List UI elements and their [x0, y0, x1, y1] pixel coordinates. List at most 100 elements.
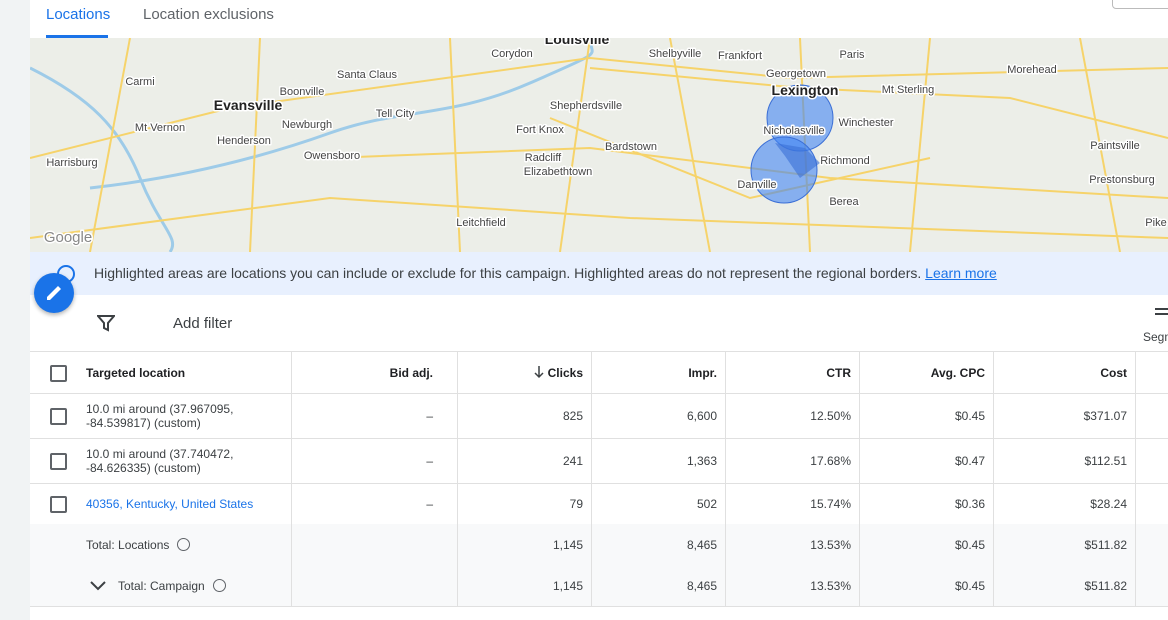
cell: 17.68%	[810, 453, 851, 468]
cell: $371.07	[1083, 408, 1127, 423]
sort-icon	[534, 366, 544, 379]
cell: –	[426, 496, 433, 511]
map-label: Santa Claus	[337, 69, 397, 81]
checkbox[interactable]	[50, 407, 67, 425]
location-name[interactable]: 40356, Kentucky, United States	[86, 496, 254, 511]
help-icon[interactable]	[213, 578, 226, 592]
cell: 79	[569, 496, 583, 511]
map-label: Owensboro	[304, 150, 360, 162]
map-label: Mt Sterling	[882, 84, 935, 96]
map-label: Frankfort	[718, 50, 762, 62]
column-divider	[1135, 352, 1136, 606]
cell: 1,145	[552, 537, 583, 552]
cell: 8,465	[686, 537, 717, 552]
column-header[interactable]: Bid adj.	[389, 365, 433, 380]
map-label: Pike	[1145, 217, 1166, 229]
map-label: Prestonsburg	[1089, 174, 1154, 186]
cell: $112.51	[1084, 453, 1128, 468]
header-top	[30, 351, 1168, 352]
column-divider	[859, 352, 860, 606]
map-label: Radcliff	[525, 152, 562, 164]
map-label: Nicholasville	[763, 125, 824, 137]
map-label: Louisville	[545, 38, 610, 47]
cell: 13.53%	[810, 578, 851, 593]
total-row-bg	[30, 524, 1168, 565]
map-label: Shelbyville	[649, 48, 702, 60]
map-label: Tell City	[376, 108, 415, 120]
cell: 241	[562, 453, 583, 468]
map-label: Lexington	[772, 82, 839, 98]
tab-exclusions[interactable]: Location exclusions	[143, 6, 274, 23]
map-label: Mt Vernon	[135, 122, 185, 134]
checkbox[interactable]	[50, 452, 67, 470]
tab-indicator	[46, 35, 108, 38]
cell: 13.53%	[810, 537, 851, 552]
map-label: Fort Knox	[516, 124, 564, 136]
map-label: Harrisburg	[46, 157, 97, 169]
cell: 6,600	[686, 408, 717, 423]
tab-locations[interactable]: Locations	[46, 6, 111, 23]
cell: $0.47	[954, 453, 985, 468]
column-header[interactable]: CTR	[826, 365, 851, 380]
info-banner	[30, 252, 1168, 295]
map-label: Boonville	[280, 86, 325, 98]
segment-icon[interactable]	[1155, 308, 1168, 310]
segment-label[interactable]: Segm	[1143, 330, 1168, 344]
column-divider	[591, 352, 592, 606]
map-label: Winchester	[838, 117, 893, 129]
column-divider	[725, 352, 726, 606]
column-header[interactable]: Avg. CPC	[930, 365, 985, 380]
banner-text: Highlighted areas are locations you can …	[94, 265, 997, 281]
cell: $0.45	[954, 537, 985, 552]
map[interactable]: Louisville Corydon Shelbyville Frankfort Par…	[30, 38, 1168, 252]
column-divider	[457, 352, 458, 606]
expand-chevron[interactable]	[90, 580, 106, 591]
column-header[interactable]: Cost	[1100, 365, 1127, 380]
map-label: Paintsville	[1090, 140, 1140, 152]
cell: $0.45	[954, 578, 985, 593]
cell: $511.82	[1084, 578, 1128, 593]
map-label: Berea	[829, 196, 859, 208]
cell: 502	[696, 496, 717, 511]
column-divider	[993, 352, 994, 606]
map-label: Henderson	[217, 135, 271, 147]
cell: $28.24	[1090, 496, 1127, 511]
row-divider	[30, 606, 1168, 607]
checkbox[interactable]	[50, 495, 67, 513]
cell: –	[426, 453, 433, 468]
map-label: Leitchfield	[456, 217, 506, 229]
map-label: Evansville	[214, 97, 283, 113]
cell: 1,363	[686, 453, 717, 468]
map-label: Shepherdsville	[550, 100, 622, 112]
total-label: Total: Campaign	[118, 578, 205, 593]
checkbox[interactable]	[50, 364, 67, 382]
map-label: Elizabethtown	[524, 166, 593, 178]
cell: $511.82	[1084, 537, 1128, 552]
map-label: Georgetown	[766, 68, 826, 80]
help-icon[interactable]	[177, 537, 190, 551]
learn-more-link[interactable]: Learn more	[925, 265, 997, 281]
map-label: Corydon	[491, 48, 533, 60]
column-header[interactable]: Impr.	[688, 365, 717, 380]
location-name: 10.0 mi around (37.740472, -84.626335) (…	[86, 446, 234, 475]
edit-button[interactable]	[34, 273, 74, 313]
map-label: Morehead	[1007, 64, 1057, 76]
button[interactable]	[1112, 0, 1168, 9]
row-divider	[30, 393, 1168, 394]
cell: 825	[562, 408, 583, 423]
map-label: Newburgh	[282, 119, 332, 131]
cell: $0.45	[954, 408, 985, 423]
column-divider	[291, 352, 292, 606]
map-label: Richmond	[820, 155, 870, 167]
filter-icon[interactable]	[97, 314, 115, 332]
add-filter[interactable]: Add filter	[173, 315, 233, 332]
column-header[interactable]: Targeted location	[86, 365, 186, 380]
location-name: 10.0 mi around (37.967095, -84.539817) (…	[86, 401, 234, 430]
banner-message: Highlighted areas are locations you can …	[94, 265, 922, 281]
cell: 12.50%	[810, 408, 851, 423]
column-header[interactable]: Clicks	[547, 365, 583, 380]
map-label: Danville	[737, 179, 776, 191]
row-divider	[30, 438, 1168, 439]
map-label: Paris	[839, 49, 865, 61]
